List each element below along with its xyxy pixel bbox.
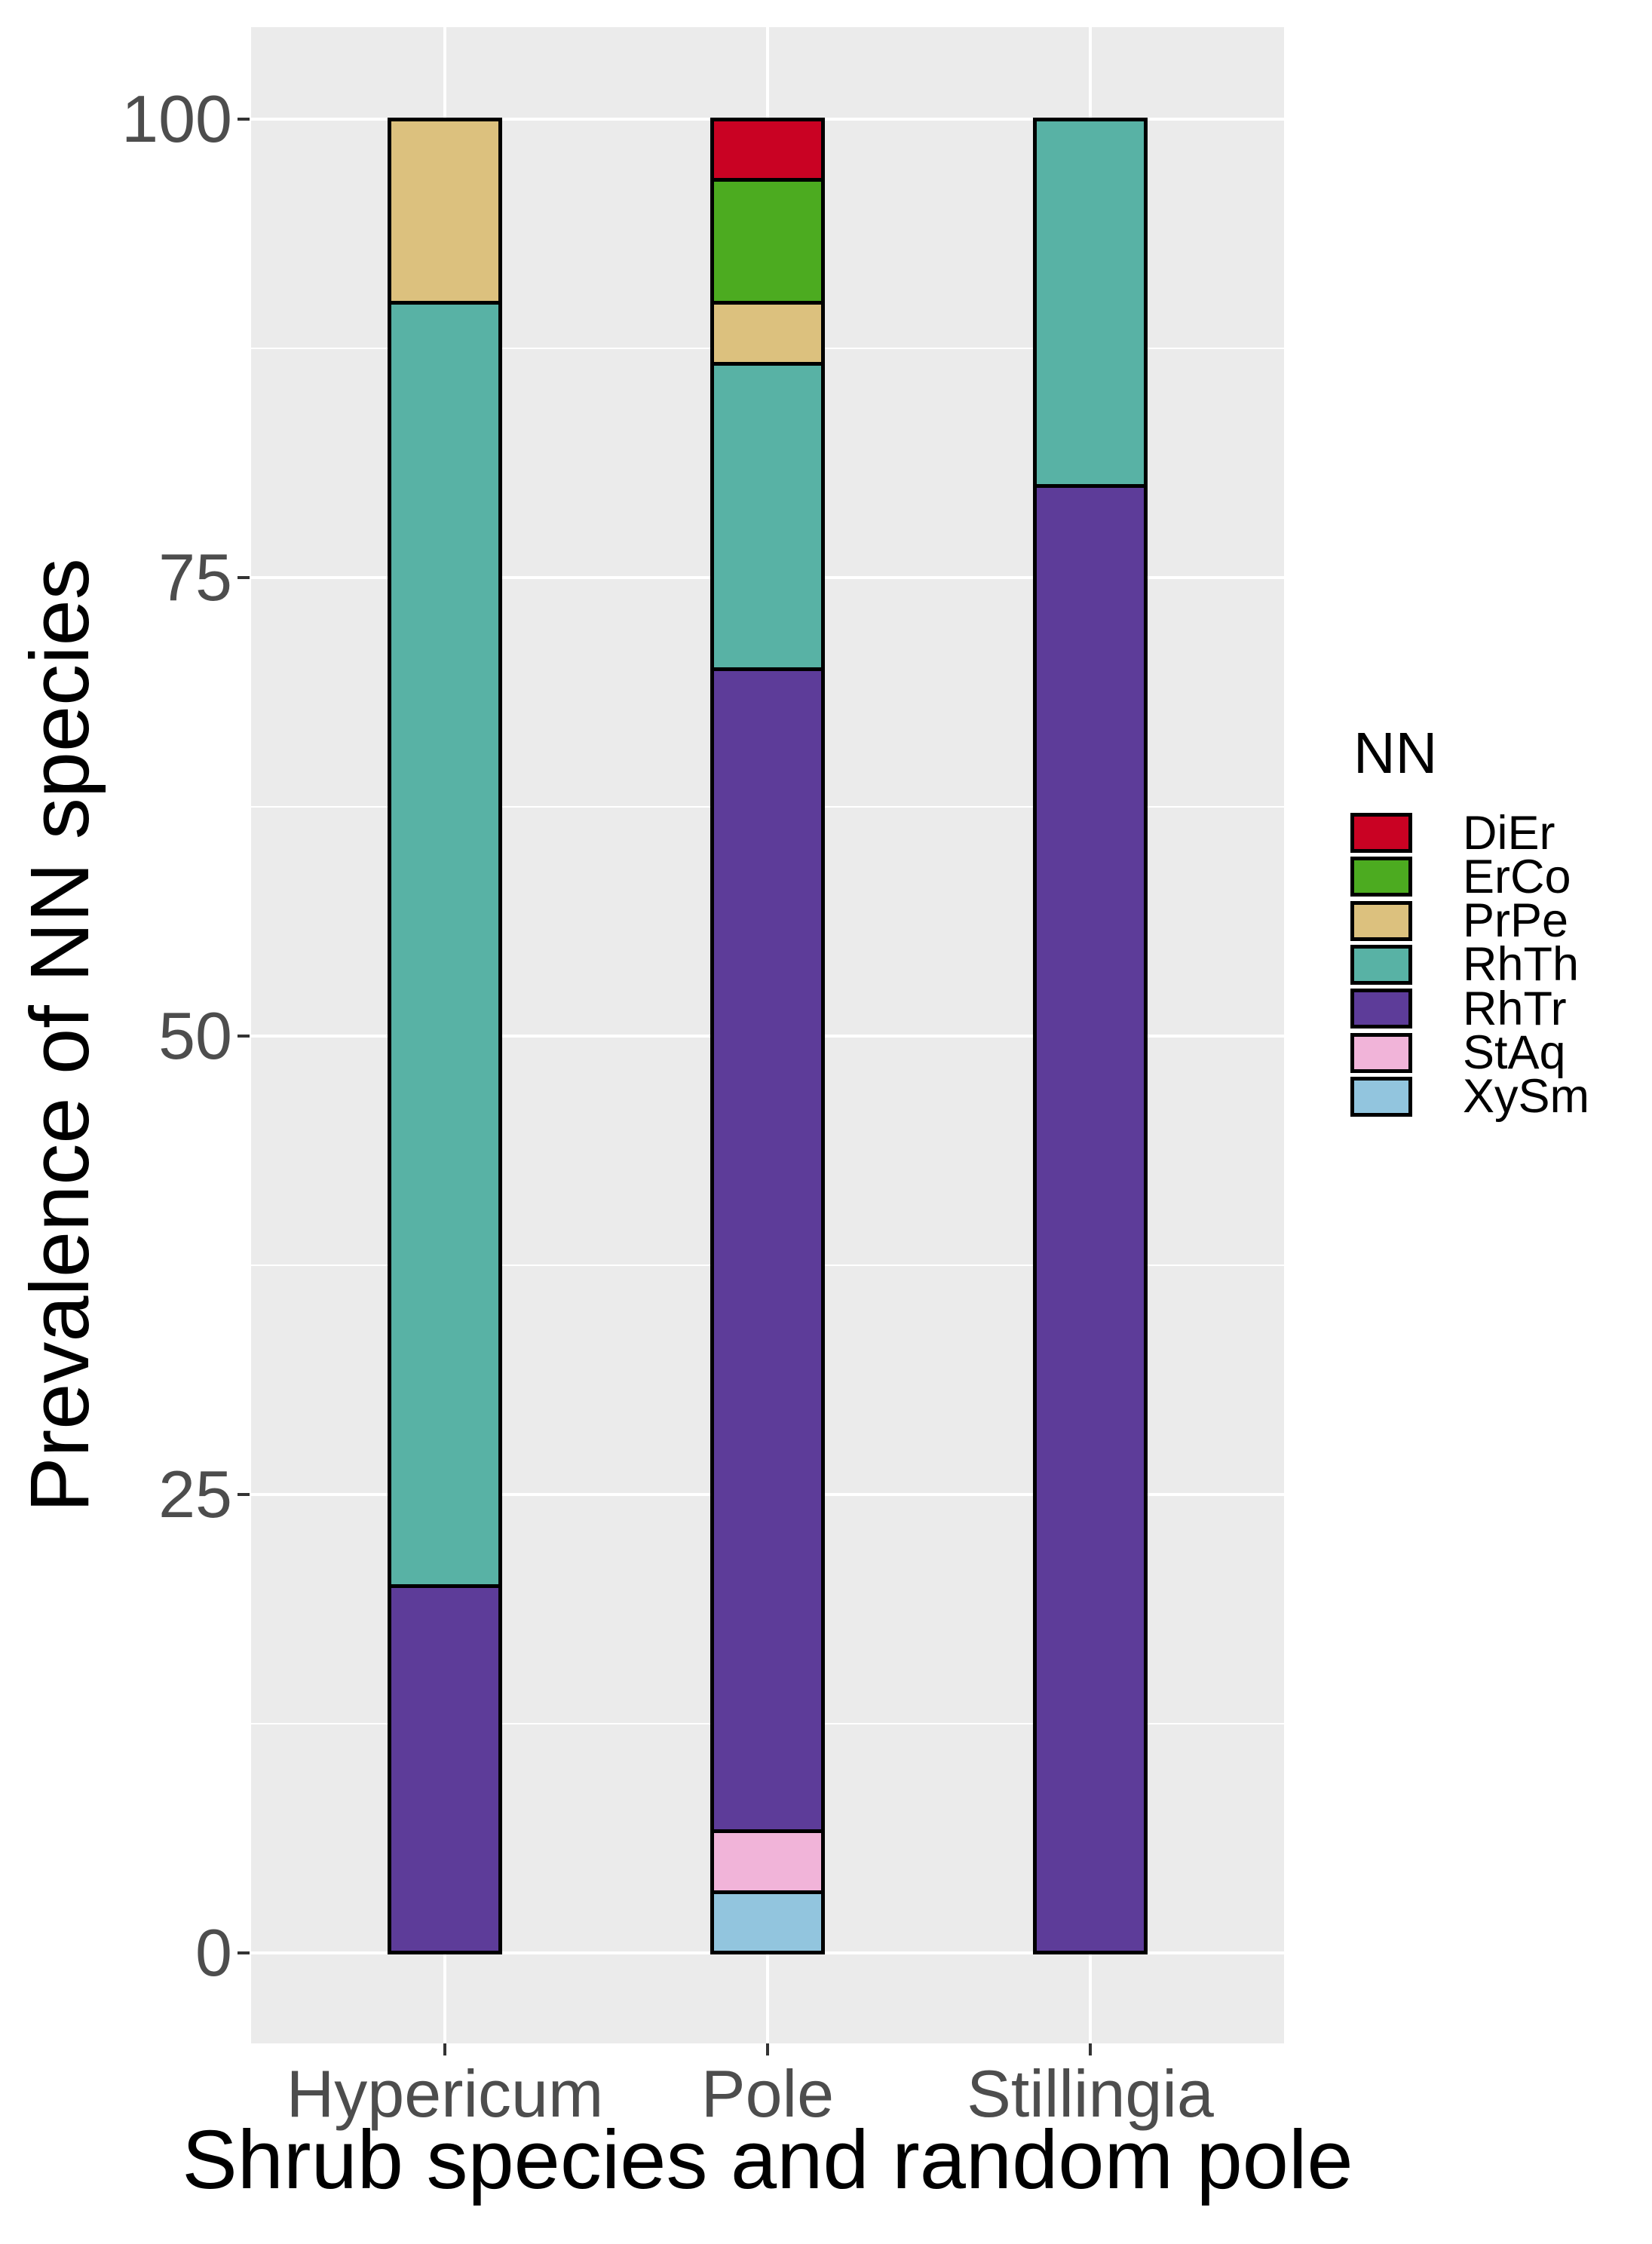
x-tick-mark [766, 2043, 769, 2055]
bar-segment-dier-pole [710, 117, 825, 182]
y-tick-mark [238, 1951, 250, 1954]
legend-key-rhth [1350, 944, 1412, 985]
x-tick-mark [443, 2043, 446, 2055]
legend-label-rhtr: RhTr [1463, 982, 1567, 1035]
legend-key-xysm [1350, 1076, 1412, 1117]
x-tick-mark [1089, 2043, 1092, 2055]
x-tick-label-hypericum: Hypericum [286, 2056, 604, 2131]
bar-segment-rhtr-stillingia [1033, 483, 1148, 1955]
x-tick-label-pole: Pole [700, 2056, 835, 2131]
legend-key-staq [1350, 1032, 1412, 1073]
legend-key-rhtr [1350, 989, 1412, 1029]
bar-segment-rhtr-hypericum [388, 1584, 502, 1955]
y-tick-mark [238, 1035, 250, 1038]
bar-segment-rhth-stillingia [1033, 117, 1148, 488]
legend-key-prpe [1350, 900, 1412, 941]
bar-segment-staq-pole [710, 1829, 825, 1894]
legend-label-xysm: XySm [1463, 1070, 1590, 1124]
y-tick-label: 75 [158, 540, 232, 615]
legend-label-erco: ErCo [1463, 850, 1571, 903]
y-tick-mark [238, 1493, 250, 1496]
y-tick-mark [238, 576, 250, 579]
bar-segment-erco-pole [710, 178, 825, 305]
x-axis-title: Shrub species and random pole [182, 2114, 1353, 2206]
x-tick-label-stillingia: Stillingia [967, 2056, 1214, 2131]
y-tick-label: 0 [195, 1915, 232, 1990]
legend-key-erco [1350, 857, 1412, 897]
legend-label-dier: DiEr [1463, 806, 1555, 860]
bar-segment-prpe-pole [710, 300, 825, 366]
bar-segment-xysm-pole [710, 1890, 825, 1955]
legend-key-dier [1350, 813, 1412, 853]
bar-segment-rhth-pole [710, 361, 825, 672]
legend-label-prpe: PrPe [1463, 894, 1569, 948]
y-tick-label: 50 [158, 998, 232, 1073]
bar-segment-rhth-hypericum [388, 300, 502, 1589]
y-axis-title: Prevalence of NN species [14, 558, 106, 1513]
y-tick-label: 25 [158, 1457, 232, 1531]
legend-label-rhth: RhTh [1463, 938, 1580, 992]
plot-panel [251, 27, 1284, 2043]
legend-label-staq: StAq [1463, 1026, 1566, 1079]
y-tick-label: 100 [121, 81, 232, 156]
y-tick-mark [238, 118, 250, 121]
bar-segment-rhtr-pole [710, 667, 825, 1833]
bar-segment-prpe-hypericum [388, 117, 502, 305]
legend-title: NN [1353, 721, 1438, 786]
